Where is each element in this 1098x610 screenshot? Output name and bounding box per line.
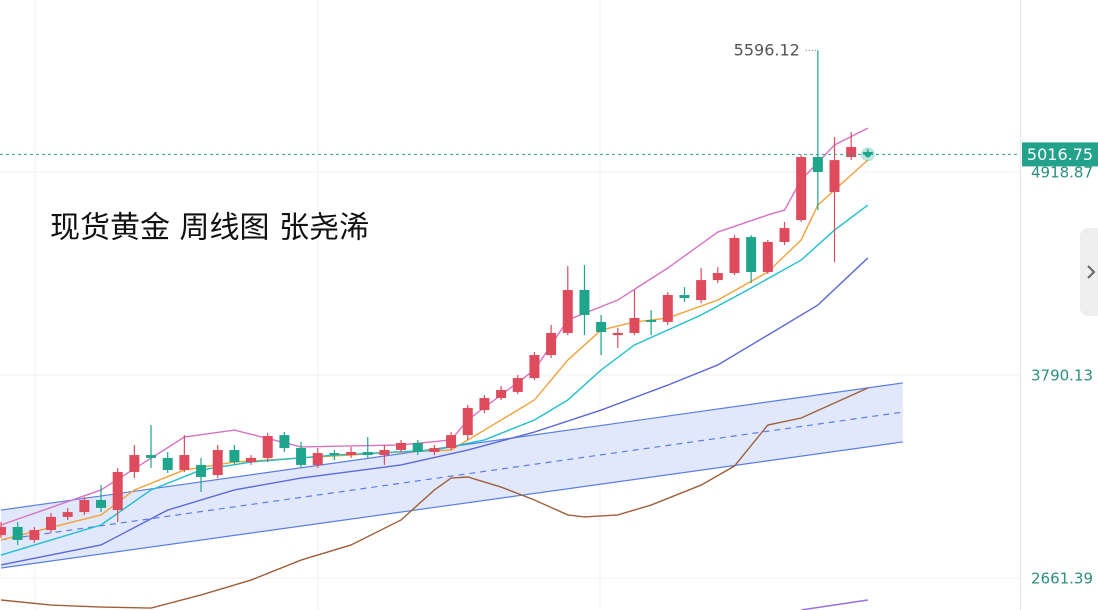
channel-middle (0, 411, 903, 541)
candle-body (212, 450, 223, 476)
candle-body (112, 471, 123, 511)
candle-body (229, 450, 240, 463)
candle-body (712, 273, 723, 281)
candle-body (696, 280, 707, 301)
candle-body (812, 157, 823, 172)
high-label: 5596.12 (734, 41, 800, 60)
candle-body (596, 321, 607, 333)
candle-body (346, 451, 357, 456)
candle-body (246, 457, 257, 463)
candle-body (496, 389, 507, 399)
last-price-label: 5016.75 (1027, 145, 1093, 164)
candle-body (612, 332, 623, 336)
collapse-button[interactable] (1080, 228, 1098, 316)
channel-lower (0, 441, 903, 569)
last-price-dot (864, 151, 871, 158)
candle-body (179, 455, 190, 470)
candle-body (646, 319, 657, 322)
candle-body (429, 448, 440, 452)
candle-body (146, 455, 157, 458)
candle-body (329, 453, 340, 456)
candle-body (96, 500, 107, 508)
y-tick-label: 2661.39 (1031, 569, 1093, 587)
candle-body (579, 289, 590, 315)
candle-body (29, 530, 40, 540)
plot-area (0, 50, 903, 610)
candle-body (512, 378, 523, 392)
candle-body (312, 453, 323, 465)
candle-body (396, 443, 407, 451)
collapse-button-bg[interactable] (1080, 228, 1098, 316)
candle-body (46, 516, 57, 531)
candle-body (279, 435, 290, 449)
candle-body (529, 355, 540, 379)
candle-body (846, 146, 857, 158)
candle-body (629, 318, 640, 333)
candle-body (562, 289, 573, 333)
candle-body (379, 450, 390, 456)
candle-body (729, 237, 740, 274)
candle-body (779, 228, 790, 242)
candle-body (162, 457, 173, 470)
chart-title: 现货黄金 周线图 张尧浠 (50, 211, 369, 246)
indicator-line (0, 159, 869, 541)
candle-body (796, 157, 807, 220)
grid (0, 0, 1020, 610)
chevron-icon (1087, 265, 1096, 279)
y-tick-label: 3790.13 (1031, 366, 1093, 384)
indicator-line (0, 387, 869, 609)
candle-body (662, 294, 673, 322)
candle-body (0, 526, 6, 536)
candle-body (679, 294, 690, 299)
candle-body (296, 448, 307, 465)
indicator-line (0, 257, 869, 566)
indicator-line (801, 599, 868, 610)
last-price-tag (1022, 142, 1098, 167)
candle-body (129, 455, 140, 472)
indicator-line (0, 204, 869, 556)
candle-body (446, 435, 457, 449)
candle-body (462, 407, 473, 436)
candle-body (829, 160, 840, 192)
candle-body (362, 451, 373, 456)
candle-body (762, 241, 773, 272)
candle-body (12, 526, 23, 540)
candle-body (546, 332, 557, 356)
candle-body (62, 512, 73, 517)
candle-body (746, 237, 757, 272)
candle-body (196, 464, 207, 477)
y-tick-label: 4918.87 (1031, 164, 1093, 182)
candle-body (479, 398, 490, 411)
candle-body (79, 500, 90, 513)
candle-body (412, 443, 423, 452)
candle-body (262, 435, 273, 458)
